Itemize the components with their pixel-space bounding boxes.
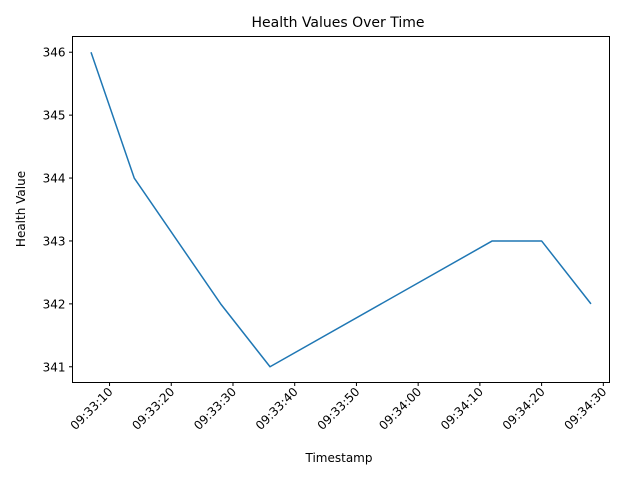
x-tick-label: 09:34:10	[438, 385, 486, 433]
y-tick-label: 345	[43, 109, 66, 123]
y-axis: 341 342 343 344 345 346	[43, 46, 73, 374]
x-tick-label: 09:34:20	[500, 385, 548, 433]
x-tick-label: 09:33:50	[315, 385, 363, 433]
y-tick-label: 342	[43, 297, 66, 311]
y-tick-label: 341	[43, 360, 66, 374]
plot-area	[90, 51, 592, 368]
x-tick-label: 09:34:30	[561, 385, 609, 433]
x-tick-label: 09:33:40	[253, 385, 301, 433]
x-tick-label: 09:33:10	[68, 385, 116, 433]
x-tick-label: 09:34:00	[376, 385, 424, 433]
y-axis-label: Health Value	[14, 171, 28, 247]
y-tick-label: 343	[43, 234, 66, 248]
series-line	[90, 51, 592, 368]
x-axis-label: Timestamp	[305, 451, 373, 465]
x-axis: 09:33:10 09:33:20 09:33:30 09:33:40 09:33:50…	[68, 382, 609, 433]
axes-frame	[72, 36, 610, 383]
y-tick-label: 346	[43, 46, 66, 60]
chart-title: Health Values Over Time	[252, 15, 425, 31]
y-tick-label: 344	[43, 172, 66, 186]
x-tick-label: 09:33:30	[191, 385, 239, 433]
x-tick-label: 09:33:20	[129, 385, 177, 433]
